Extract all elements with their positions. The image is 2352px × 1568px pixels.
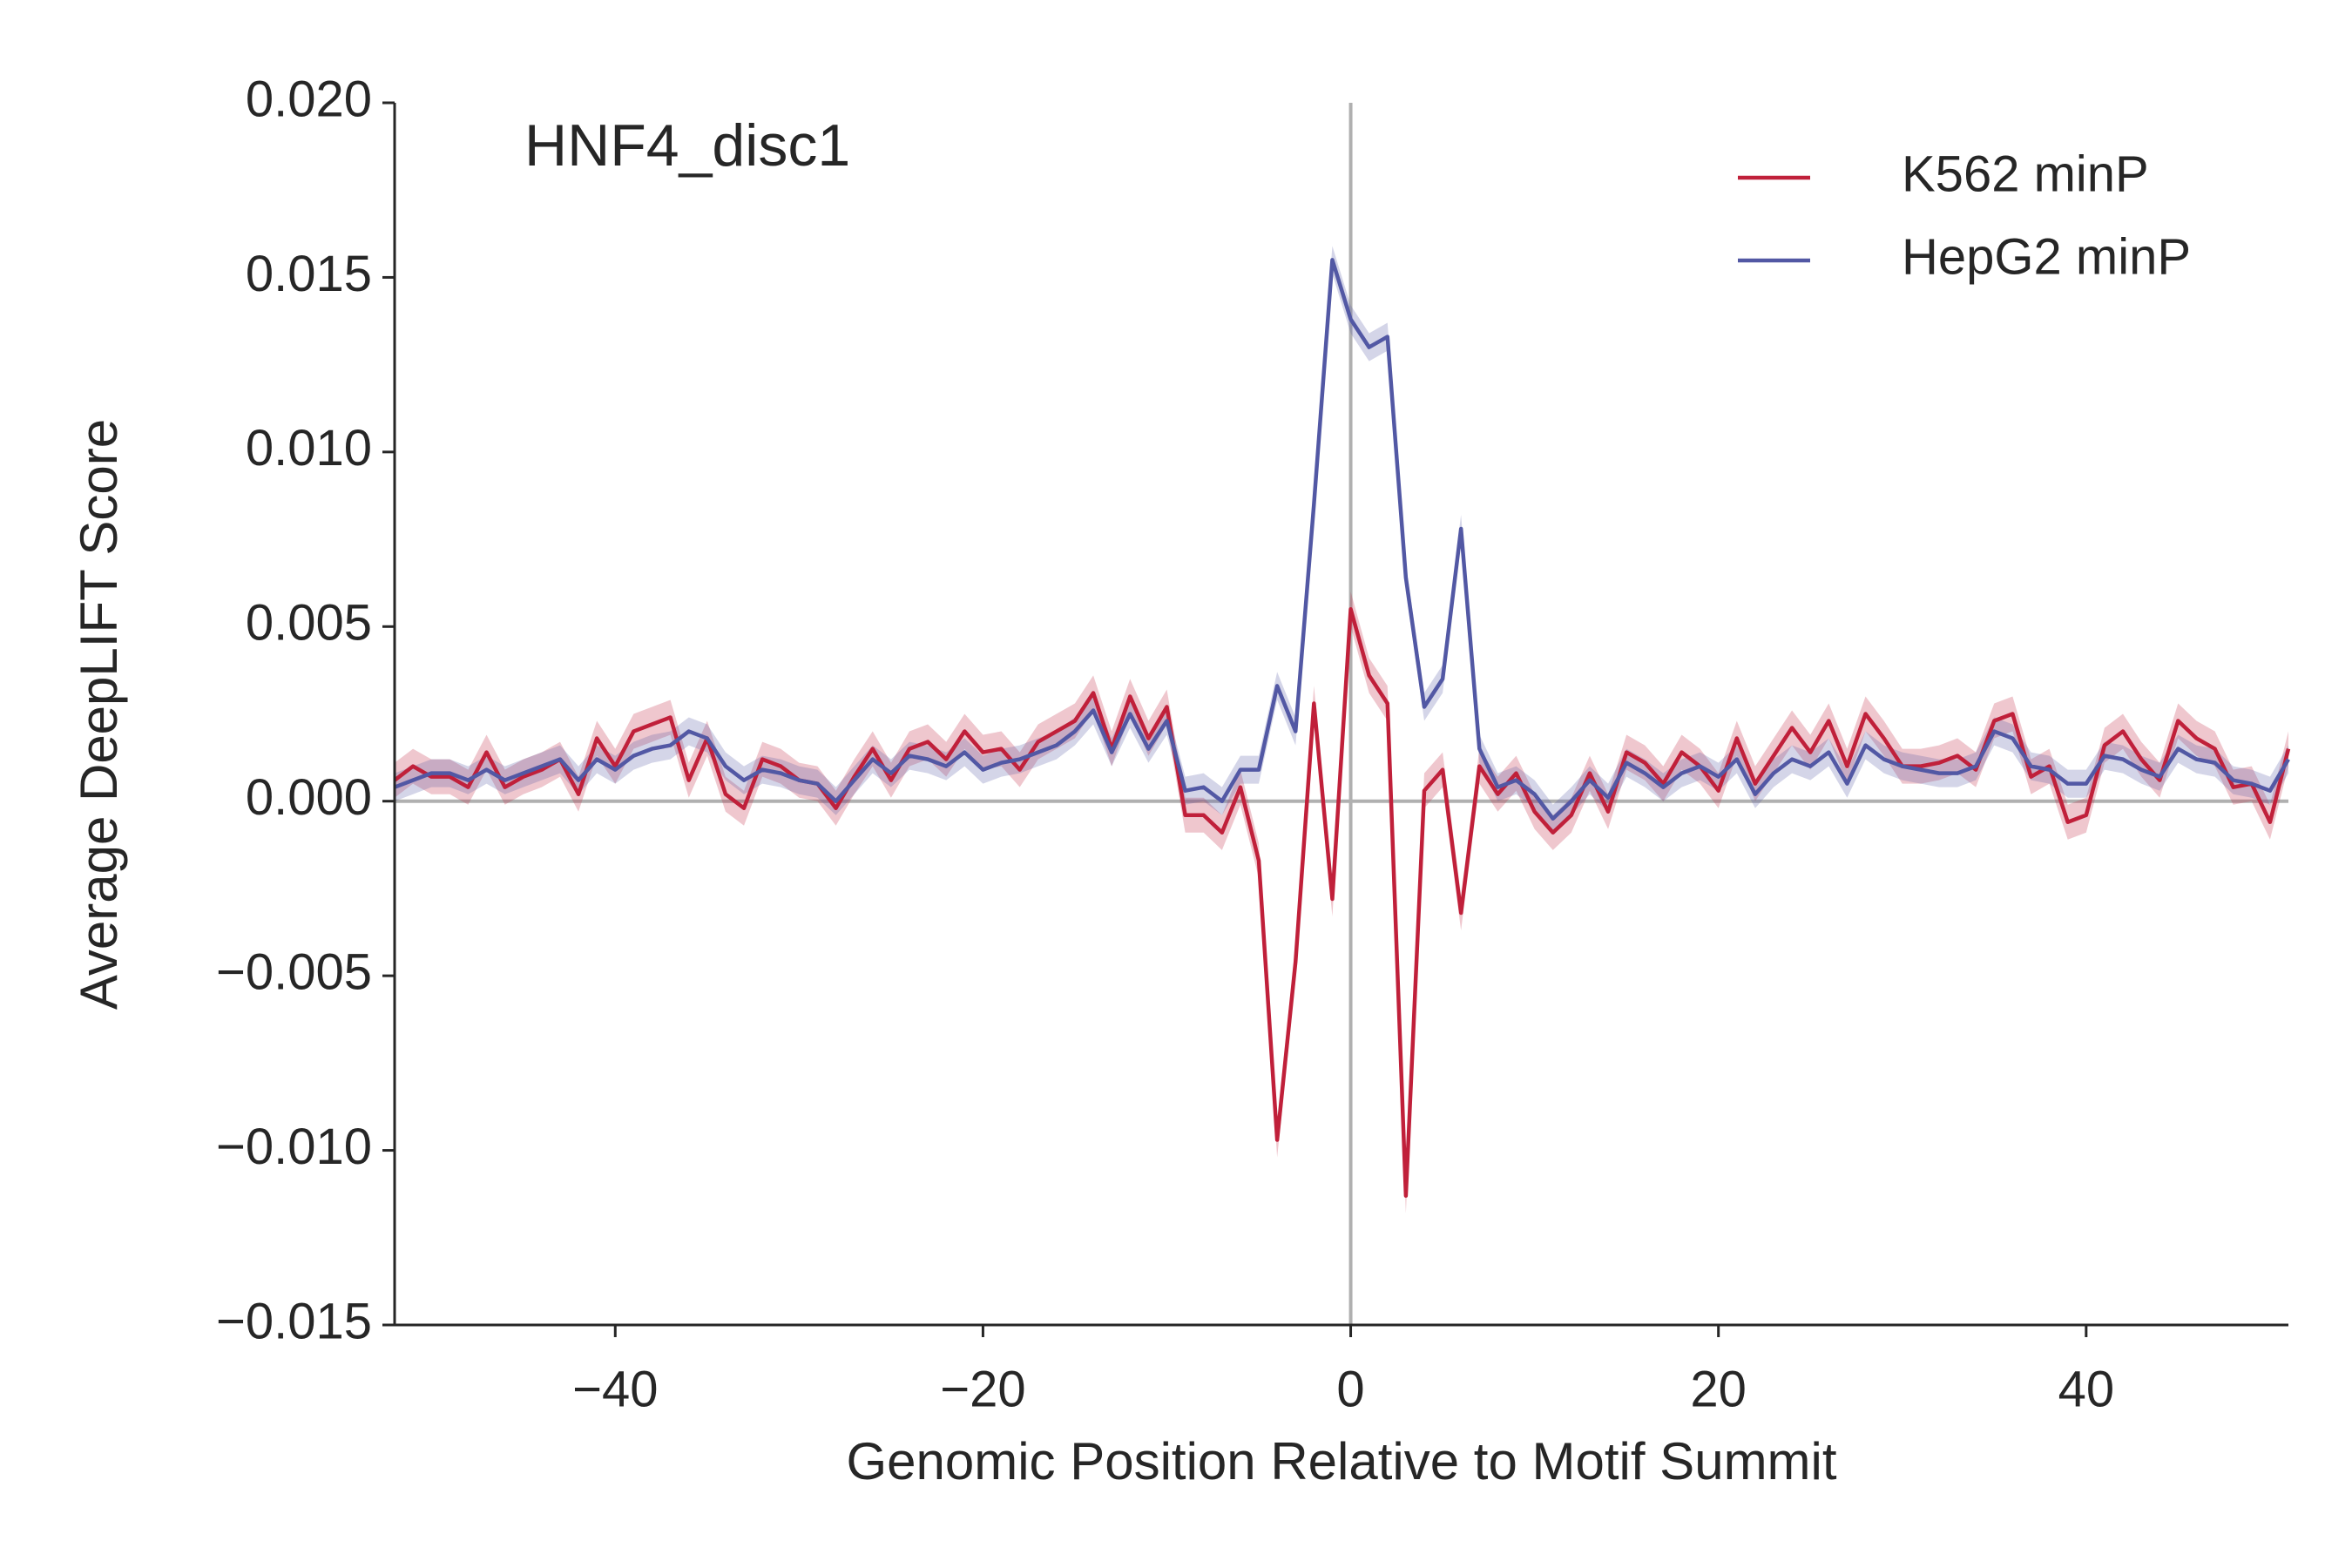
y-tick-label: 0.020 <box>246 71 372 127</box>
y-axis-label: Average DeepLIFT Score <box>70 419 128 1010</box>
confidence-band <box>395 591 2288 1213</box>
y-tick-label: −0.015 <box>216 1293 372 1349</box>
y-tick-label: 0.000 <box>246 769 372 826</box>
y-tick-label: 0.005 <box>246 595 372 652</box>
y-tick-label: −0.010 <box>216 1119 372 1175</box>
x-axis-label: Genomic Position Relative to Motif Summi… <box>846 1432 1836 1490</box>
x-tick-label: 20 <box>1690 1361 1747 1417</box>
x-tick-label: −40 <box>572 1361 658 1417</box>
legend-label: K562 minP <box>1902 145 2149 202</box>
line <box>394 258 2290 821</box>
line <box>393 606 2291 1198</box>
x-tick-label: −20 <box>940 1361 1025 1417</box>
y-tick-label: −0.005 <box>216 943 372 1000</box>
x-tick-label: 0 <box>1336 1361 1364 1417</box>
y-tick-label: 0.010 <box>246 420 372 476</box>
y-tick-label: 0.015 <box>246 246 372 302</box>
x-tick-label: 40 <box>2058 1361 2115 1417</box>
legend-label: HepG2 minP <box>1902 228 2191 285</box>
chart-title: HNF4_disc1 <box>524 112 850 179</box>
